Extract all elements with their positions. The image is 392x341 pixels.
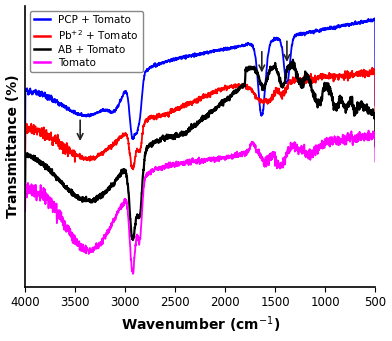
PCP + Tomato — [346, 22, 350, 26]
PCP + Tomato — [245, 42, 250, 46]
Pb$^{+2}$ + Tomato — [188, 101, 193, 105]
Pb$^{+2}$ + Tomato — [373, 109, 378, 113]
Tomato — [346, 135, 351, 139]
Pb$^{+2}$ + Tomato — [245, 85, 250, 89]
PCP + Tomato — [149, 65, 154, 70]
PCP + Tomato — [372, 16, 377, 20]
Pb$^{+2}$ + Tomato — [149, 116, 154, 120]
PCP + Tomato — [188, 53, 193, 57]
X-axis label: Wavenumber (cm$^{-1}$): Wavenumber (cm$^{-1}$) — [121, 315, 280, 336]
AB + Tomato — [373, 144, 378, 148]
Tomato — [23, 209, 27, 213]
Tomato — [230, 155, 235, 159]
Y-axis label: Transmittance (%): Transmittance (%) — [5, 74, 20, 218]
Pb$^{+2}$ + Tomato — [96, 152, 100, 156]
PCP + Tomato — [373, 103, 378, 107]
Tomato — [245, 150, 250, 154]
Tomato — [373, 160, 378, 164]
Tomato — [96, 244, 100, 249]
Legend: PCP + Tomato, Pb$^{+2}$ + Tomato, AB + Tomato, Tomato: PCP + Tomato, Pb$^{+2}$ + Tomato, AB + T… — [30, 11, 143, 72]
Line: Tomato: Tomato — [25, 131, 376, 274]
AB + Tomato — [245, 66, 250, 70]
PCP + Tomato — [230, 46, 235, 50]
Line: PCP + Tomato: PCP + Tomato — [25, 18, 376, 149]
Tomato — [366, 129, 371, 133]
Tomato — [149, 168, 154, 172]
AB + Tomato — [96, 195, 100, 199]
PCP + Tomato — [96, 110, 100, 114]
PCP + Tomato — [23, 147, 27, 151]
AB + Tomato — [188, 126, 193, 130]
Tomato — [131, 272, 135, 276]
AB + Tomato — [23, 191, 27, 195]
AB + Tomato — [230, 91, 235, 95]
Tomato — [188, 159, 193, 163]
Line: Pb$^{+2}$ + Tomato: Pb$^{+2}$ + Tomato — [25, 68, 376, 178]
AB + Tomato — [131, 238, 135, 242]
AB + Tomato — [346, 101, 351, 105]
AB + Tomato — [149, 143, 154, 147]
Pb$^{+2}$ + Tomato — [230, 85, 235, 89]
Pb$^{+2}$ + Tomato — [370, 66, 374, 70]
AB + Tomato — [290, 58, 295, 62]
Pb$^{+2}$ + Tomato — [346, 70, 350, 74]
Pb$^{+2}$ + Tomato — [23, 176, 27, 180]
Line: AB + Tomato: AB + Tomato — [25, 60, 376, 240]
